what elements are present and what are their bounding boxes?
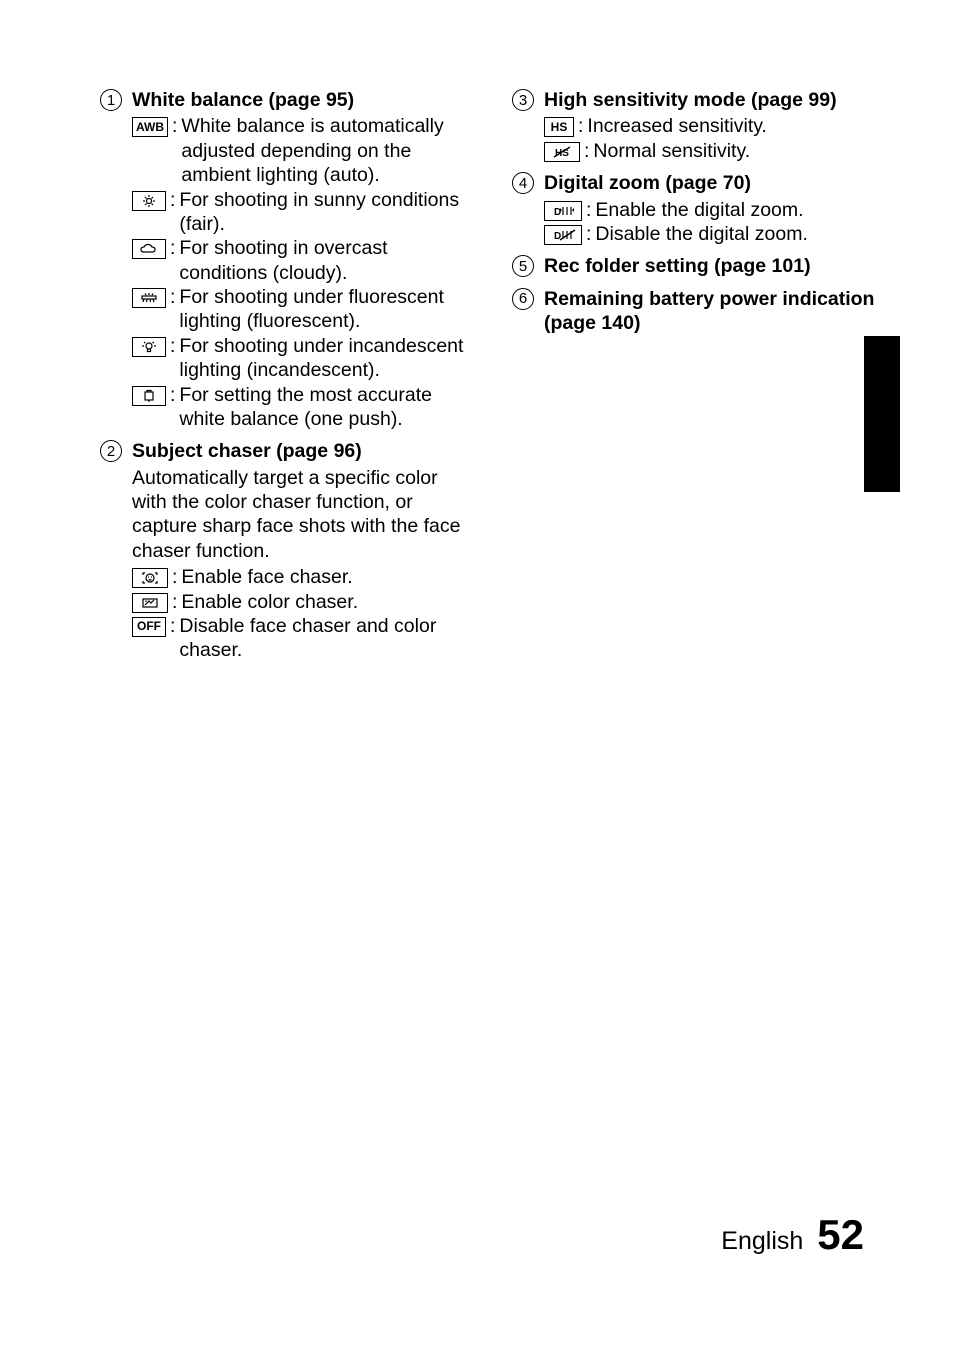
section-heading-row: 2 Subject chaser (page 96) [100, 439, 472, 463]
section-heading-row: 4 Digital zoom (page 70) [512, 171, 884, 195]
cloud-icon [132, 239, 166, 259]
colon: : [170, 236, 175, 260]
circled-number-icon: 1 [100, 89, 122, 111]
option-description: For shooting under fluorescent lighting … [179, 285, 472, 334]
option-row: : For setting the most accurate white ba… [132, 383, 472, 432]
section-heading: Subject chaser (page 96) [132, 439, 362, 463]
option-row: : For shooting under incandescent lighti… [132, 334, 472, 383]
section-1: 1 White balance (page 95) AWB : White ba… [100, 88, 472, 431]
option-description: Enable the digital zoom. [595, 198, 884, 222]
dzoom-on-icon: D [544, 201, 582, 221]
option-description: Disable the digital zoom. [595, 222, 884, 246]
option-description: For shooting under incandescent lighting… [179, 334, 472, 383]
option-row: : For shooting in overcast conditions (c… [132, 236, 472, 285]
option-row: : For shooting in sunny conditions (fair… [132, 188, 472, 237]
section-heading: Rec folder setting (page 101) [544, 254, 811, 278]
hs-off-icon: HS [544, 142, 580, 162]
icon-text: AWB [136, 120, 164, 135]
option-description: Enable color chaser. [181, 590, 472, 614]
option-row: D : Disable the digital zoom. [544, 222, 884, 246]
section-4: 4 Digital zoom (page 70) D : Enable the … [512, 171, 884, 246]
option-row: : For shooting under fluorescent lightin… [132, 285, 472, 334]
right-column: 3 High sensitivity mode (page 99) HS : I… [512, 88, 884, 671]
section-heading: Digital zoom (page 70) [544, 171, 751, 195]
circled-number-icon: 4 [512, 172, 534, 194]
text-icon: AWB [132, 117, 168, 137]
text-icon: HS [544, 117, 574, 137]
section-6: 6 Remaining battery power indication (pa… [512, 287, 884, 336]
option-row: AWB : White balance is automatically adj… [132, 114, 472, 187]
circled-number-icon: 2 [100, 440, 122, 462]
option-description: For shooting in sunny conditions (fair). [179, 188, 472, 237]
colon: : [584, 139, 589, 163]
colon: : [586, 222, 591, 246]
option-description: For shooting in overcast conditions (clo… [179, 236, 472, 285]
circled-number-icon: 5 [512, 255, 534, 277]
section-heading: Remaining battery power indication (page… [544, 287, 884, 336]
option-row: OFF : Disable face chaser and color chas… [132, 614, 472, 663]
page-footer: English 52 [721, 1211, 864, 1259]
manual-page: 1 White balance (page 95) AWB : White ba… [0, 0, 954, 1345]
footer-page-number: 52 [817, 1211, 864, 1259]
icon-text: OFF [137, 619, 161, 634]
option-row: : Enable color chaser. [132, 590, 472, 614]
footer-language: English [721, 1227, 803, 1256]
section-heading-row: 6 Remaining battery power indication (pa… [512, 287, 884, 336]
option-description: White balance is automatically adjusted … [181, 114, 472, 187]
circled-number-icon: 6 [512, 288, 534, 310]
onepush-icon [132, 386, 166, 406]
color-icon [132, 593, 168, 613]
option-description: Disable face chaser and color chaser. [179, 614, 472, 663]
bulb-icon [132, 337, 166, 357]
option-row: : Enable face chaser. [132, 565, 472, 589]
colon: : [170, 188, 175, 212]
colon: : [578, 114, 583, 138]
circled-number-icon: 3 [512, 89, 534, 111]
option-row: HS : Normal sensitivity. [544, 139, 884, 163]
section-heading-row: 5 Rec folder setting (page 101) [512, 254, 884, 278]
section-heading-row: 1 White balance (page 95) [100, 88, 472, 112]
colon: : [170, 334, 175, 358]
section-2: 2 Subject chaser (page 96) Automatically… [100, 439, 472, 662]
sun-icon [132, 191, 166, 211]
option-row: D : Enable the digital zoom. [544, 198, 884, 222]
colon: : [172, 114, 177, 138]
option-description: Enable face chaser. [181, 565, 472, 589]
section-heading-row: 3 High sensitivity mode (page 99) [512, 88, 884, 112]
section-5: 5 Rec folder setting (page 101) [512, 254, 884, 278]
colon: : [170, 614, 175, 638]
colon: : [586, 198, 591, 222]
text-icon: OFF [132, 617, 166, 637]
option-description: Increased sensitivity. [587, 114, 884, 138]
content-columns: 1 White balance (page 95) AWB : White ba… [100, 88, 884, 671]
icon-text: HS [551, 120, 568, 135]
section-heading: High sensitivity mode (page 99) [544, 88, 837, 112]
colon: : [172, 590, 177, 614]
section-tab-label: SETUP [866, 340, 894, 425]
dzoom-off-icon: D [544, 225, 582, 245]
colon: : [172, 565, 177, 589]
section-3: 3 High sensitivity mode (page 99) HS : I… [512, 88, 884, 163]
option-description: Normal sensitivity. [593, 139, 884, 163]
section-intro: Automatically target a specific color wi… [132, 466, 472, 564]
option-row: HS : Increased sensitivity. [544, 114, 884, 138]
svg-text:HS: HS [555, 148, 569, 159]
svg-text:D: D [554, 231, 561, 242]
face-icon [132, 568, 168, 588]
left-column: 1 White balance (page 95) AWB : White ba… [100, 88, 472, 671]
option-description: For setting the most accurate white bala… [179, 383, 472, 432]
colon: : [170, 285, 175, 309]
fluorescent-icon [132, 288, 166, 308]
colon: : [170, 383, 175, 407]
section-heading: White balance (page 95) [132, 88, 354, 112]
